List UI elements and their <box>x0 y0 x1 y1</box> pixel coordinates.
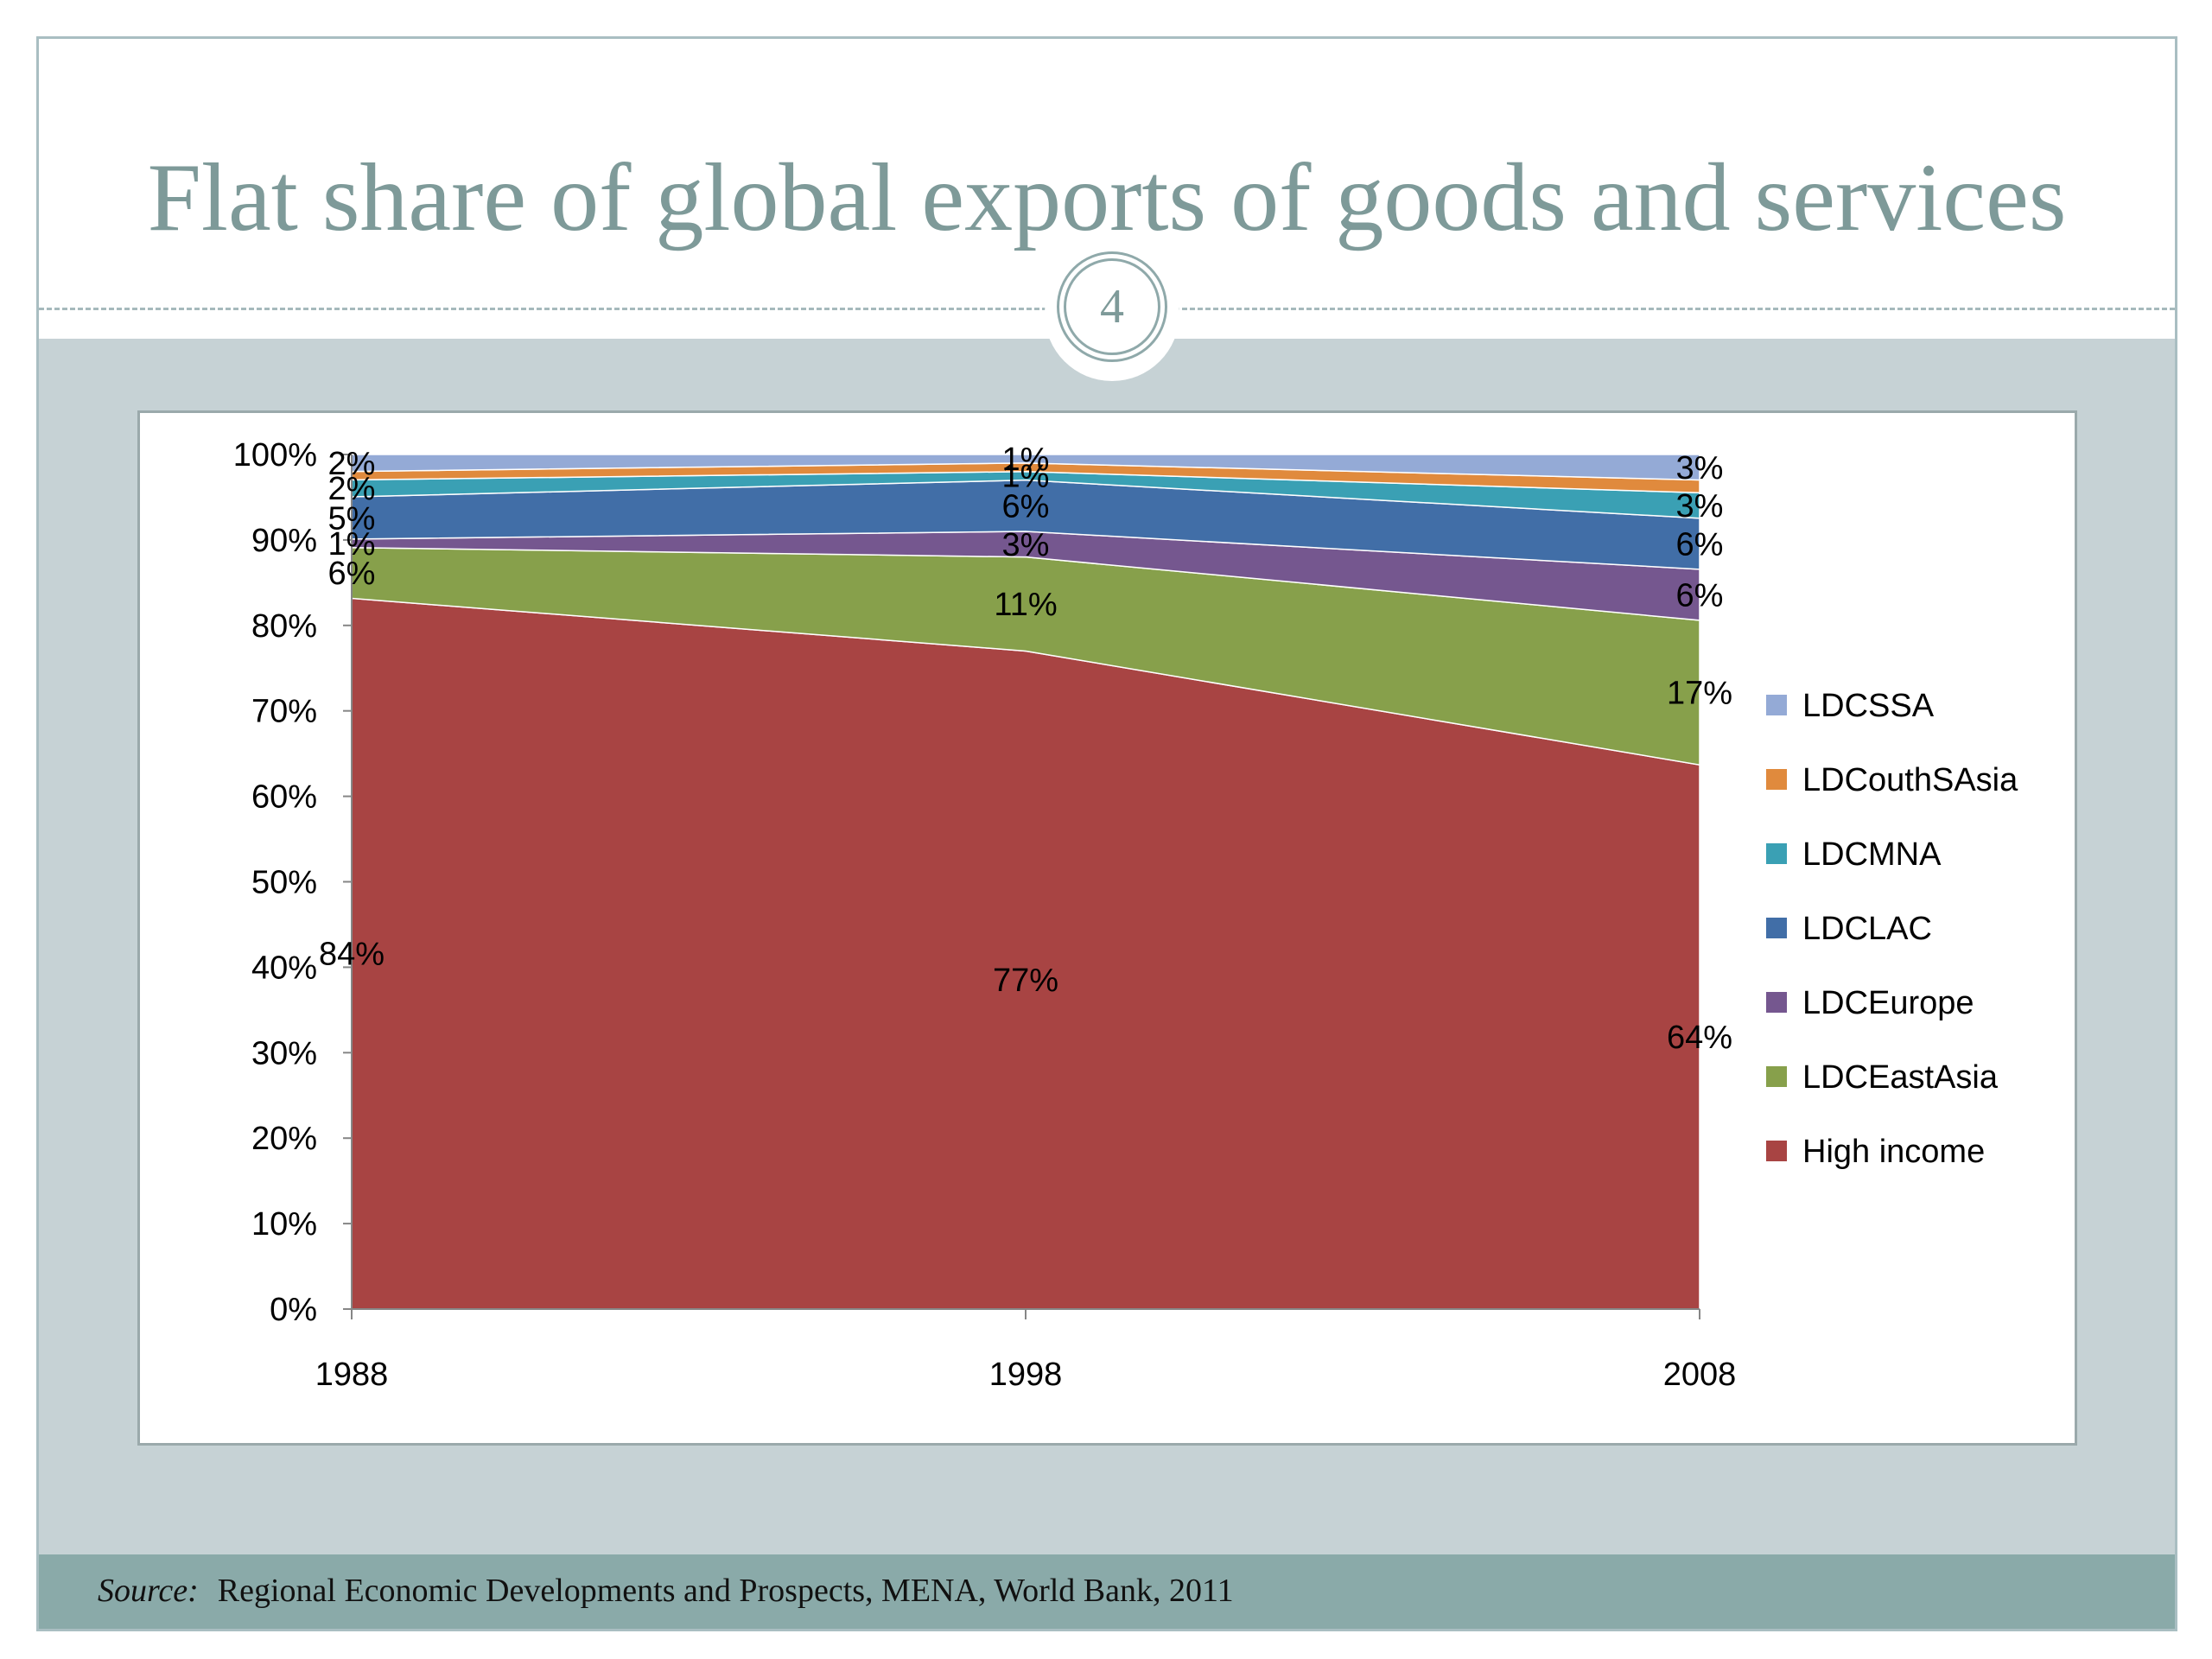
y-tick-label: 80% <box>251 608 317 645</box>
data-label: 3% <box>1002 527 1050 563</box>
legend-swatch <box>1766 918 1787 938</box>
legend-label: LDCSSA <box>1802 688 1935 724</box>
area-series-group <box>351 454 1700 1310</box>
data-label: 2% <box>328 446 376 482</box>
legend-label: LDCMNA <box>1802 836 1942 873</box>
data-label: 3% <box>1676 450 1724 486</box>
x-tick-label: 1988 <box>315 1357 389 1393</box>
legend-swatch <box>1766 992 1787 1013</box>
y-tick-label: 30% <box>251 1035 317 1071</box>
y-tick-label: 10% <box>251 1206 317 1243</box>
legend-swatch <box>1766 1141 1787 1161</box>
y-tick-label: 0% <box>270 1292 317 1328</box>
stacked-area-chart: 0% 10% 20% 30% 40% 50% 60% 70% 80% 90% 100% 1988 199… <box>233 437 2018 1393</box>
y-tick-label: 20% <box>251 1121 317 1157</box>
page-number: 4 <box>1100 280 1124 334</box>
data-label: 1% <box>1002 442 1050 478</box>
legend-label: LDCEurope <box>1802 985 1974 1021</box>
y-tick-label: 70% <box>251 694 317 730</box>
y-tick-label: 60% <box>251 779 317 816</box>
chart-container: 0% 10% 20% 30% 40% 50% 60% 70% 80% 90% 100% 1988 199… <box>137 410 2077 1446</box>
y-tick-label: 40% <box>251 950 317 986</box>
y-tick-label: 90% <box>251 523 317 559</box>
y-tick-label: 50% <box>251 865 317 901</box>
page-number-badge: 4 <box>1064 258 1160 355</box>
source-label: Source: <box>98 1573 199 1609</box>
legend-label: LDCLAC <box>1802 911 1932 947</box>
legend-label: High income <box>1802 1134 1985 1170</box>
chart-axes: 0% 10% 20% 30% 40% 50% 60% 70% 80% 90% 100% 1988 199… <box>233 437 1736 1393</box>
y-tick-label: 100% <box>233 437 317 474</box>
source-citation: Source: Regional Economic Developments an… <box>98 1572 1234 1610</box>
legend-swatch <box>1766 695 1787 715</box>
data-label: 2% <box>328 471 376 507</box>
data-label: 1% <box>328 526 376 563</box>
x-tick-label: 2008 <box>1663 1357 1737 1393</box>
data-label: 6% <box>328 556 376 592</box>
legend-label: LDCEastAsia <box>1802 1059 1999 1096</box>
data-label: 6% <box>1676 526 1724 563</box>
legend-swatch <box>1766 1066 1787 1087</box>
data-label: 6% <box>1676 577 1724 613</box>
slide-title: Flat share of global exports of goods an… <box>147 144 2067 251</box>
data-label: 6% <box>1002 488 1050 524</box>
data-labels-group: 84%77%64%6%11%17%1% 3%6%5% 6%6%2% 1%3%2% 1% 3… <box>319 442 1732 1056</box>
data-label: 5% <box>328 500 376 537</box>
legend-label: LDCouthSAsia <box>1802 762 2018 798</box>
data-label: 11% <box>994 587 1057 623</box>
data-label: 17% <box>1667 676 1732 712</box>
slide: Flat share of global exports of goods an… <box>36 36 2177 1631</box>
data-label: 77% <box>993 963 1058 999</box>
data-label: 3% <box>1676 488 1724 524</box>
legend-swatch <box>1766 843 1787 864</box>
data-label: 1% <box>1002 459 1050 495</box>
data-label: 84% <box>319 937 385 973</box>
legend-swatch <box>1766 769 1787 790</box>
data-label: 64% <box>1667 1020 1732 1056</box>
x-tick-label: 1998 <box>989 1357 1063 1393</box>
chart-legend: LDCSSA LDCouthSAsia LDCMNA LDCLAC LDCEurope L… <box>1766 688 2018 1170</box>
source-text: Regional Economic Developments and Prosp… <box>217 1573 1234 1609</box>
footer-bar: Source: Regional Economic Developments an… <box>39 1554 2175 1629</box>
